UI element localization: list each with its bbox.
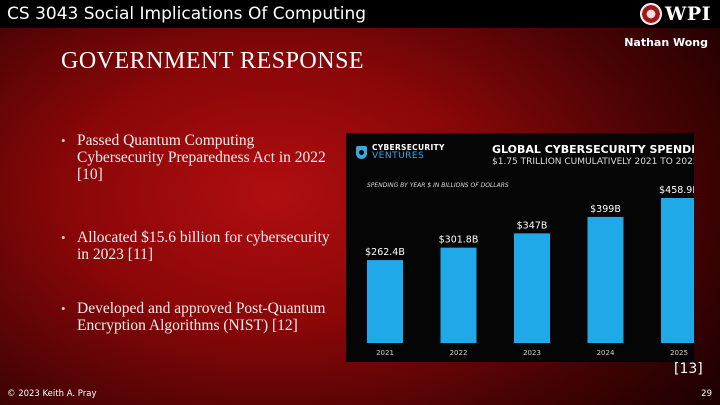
bullet-item: Passed Quantum Computing Cybersecurity P… [61,132,331,183]
spending-chart: CYBERSECURITY VENTURES GLOBAL CYBERSECUR… [346,133,694,362]
data-label-2023: $347B [517,220,548,231]
chart-subtitle: $1.75 TRILLION CUMULATIVELY 2021 TO 2025 [492,157,694,167]
cybersecurity-ventures-logo: CYBERSECURITY VENTURES [356,143,445,161]
page-number: 29 [701,389,712,399]
top-bar: CS 3043 Social Implications Of Computing… [0,0,720,28]
wpi-seal-icon [640,3,662,25]
bullet-list: Passed Quantum Computing Cybersecurity P… [61,132,331,334]
brand-bottom: VENTURES [372,151,425,161]
data-label-2025: $458.9B [659,185,694,196]
bullet-item: Allocated $15.6 billion for cybersecurit… [61,229,331,263]
bar-2024 [587,216,624,343]
data-label-2022: $301.8B [439,235,479,246]
x-tick-2022: 2022 [450,349,468,357]
x-tick-2025: 2025 [670,349,688,357]
course-title: CS 3043 Social Implications Of Computing [7,4,367,24]
data-label-2024: $399B [590,204,621,215]
author-name: Nathan Wong [624,36,708,49]
chart-citation: [13] [674,361,703,377]
bar-2021 [367,260,403,343]
copyright-footer: © 2023 Keith A. Pray [7,389,97,399]
x-tick-2024: 2024 [597,349,615,357]
data-label-2021: $262.4B [365,247,405,258]
chart-plot: $262.4B 2021 $301.8B 2022 $347B 2023 $399B 2024… [365,185,694,357]
bullet-item: Developed and approved Post-Quantum Encr… [61,300,331,334]
bar-2025 [661,197,694,343]
bar-2022 [440,247,477,343]
brand-top: CYBERSECURITY [372,143,445,152]
chart-title: GLOBAL CYBERSECURITY SPENDING [492,143,694,156]
wpi-logo-text: WPI [665,3,712,25]
bar-2023 [514,233,550,343]
x-tick-2023: 2023 [523,349,541,357]
lock-shield-icon [356,145,367,159]
slide-title: GOVERNMENT RESPONSE [61,48,365,74]
chart-y-label: SPENDING BY YEAR $ IN BILLIONS OF DOLLAR… [367,182,509,189]
wpi-logo: WPI [640,2,711,26]
x-tick-2021: 2021 [376,349,394,357]
